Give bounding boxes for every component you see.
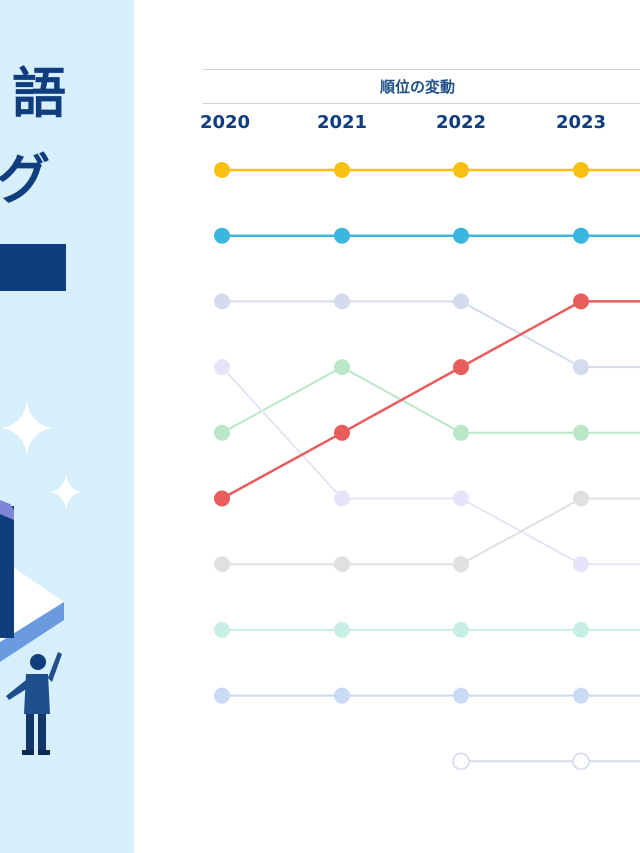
series-9-point-2023 xyxy=(572,752,590,771)
series-3-point-2021 xyxy=(334,293,350,310)
title-banner-block xyxy=(0,244,66,291)
sparkle-small-icon xyxy=(50,474,82,510)
series-2-point-2023 xyxy=(573,293,589,310)
series-8-point-2020 xyxy=(214,687,230,704)
series-6-point-2022 xyxy=(453,556,469,573)
series-1-point-2023 xyxy=(573,227,589,244)
series-8-point-2022 xyxy=(453,687,469,704)
series-7-point-2020 xyxy=(214,621,230,638)
illustration xyxy=(0,400,82,755)
title-line-1: 語 xyxy=(12,62,66,125)
series-5-point-2020 xyxy=(214,359,230,376)
series-6-point-2023 xyxy=(573,490,589,507)
series-9-point-2022 xyxy=(452,752,470,771)
series-3-point-2020 xyxy=(214,293,230,310)
series-line-5 xyxy=(221,366,640,566)
series-line-4 xyxy=(221,365,640,434)
series-4-point-2020 xyxy=(214,424,230,441)
series-7-point-2022 xyxy=(453,621,469,638)
series-line-3 xyxy=(222,300,640,369)
series-8-point-2021 xyxy=(334,687,350,704)
series-0-point-2022 xyxy=(453,162,469,178)
chart-title: 順位の変動 xyxy=(380,78,456,96)
series-line-2 xyxy=(221,300,640,500)
series-7-point-2021 xyxy=(334,621,350,638)
title-line-2: グ xyxy=(0,148,50,211)
series-0-point-2021 xyxy=(334,162,350,178)
header-rule-bottom xyxy=(203,103,640,104)
series-4-point-2023 xyxy=(573,424,589,441)
year-label-2021: 2021 xyxy=(316,112,368,133)
platform xyxy=(0,558,64,642)
series-6-point-2021 xyxy=(334,556,350,573)
year-label-2022: 2022 xyxy=(435,112,487,133)
series-3-point-2023 xyxy=(573,359,589,376)
series-0-point-2023 xyxy=(573,162,589,178)
series-2-point-2021 xyxy=(334,424,350,441)
year-label-2020: 2020 xyxy=(199,112,251,133)
series-8-point-2023 xyxy=(573,687,589,704)
left-panel: 語 グ xyxy=(0,0,134,853)
year-label-2023: 2023 xyxy=(555,112,607,133)
series-0-point-2020 xyxy=(214,162,230,178)
series-4-point-2022 xyxy=(453,424,469,441)
series-1-point-2022 xyxy=(453,227,469,244)
tower xyxy=(0,506,14,638)
series-5-point-2021 xyxy=(334,490,350,507)
series-6-point-2020 xyxy=(214,556,230,573)
series-2-point-2022 xyxy=(453,359,469,376)
series-4-point-2021 xyxy=(334,359,350,376)
sparkle-large-icon xyxy=(2,400,52,456)
series-line-6 xyxy=(222,497,640,566)
series-2-point-2020 xyxy=(214,490,230,507)
series-3-point-2022 xyxy=(453,293,469,310)
person-figure xyxy=(6,652,62,755)
series-1-point-2020 xyxy=(214,227,230,244)
series-1-point-2021 xyxy=(334,227,350,244)
series-5-point-2023 xyxy=(573,556,589,573)
bump-chart xyxy=(214,162,640,771)
header-rule-top xyxy=(203,69,640,70)
series-7-point-2023 xyxy=(573,621,589,638)
series-5-point-2022 xyxy=(453,490,469,507)
